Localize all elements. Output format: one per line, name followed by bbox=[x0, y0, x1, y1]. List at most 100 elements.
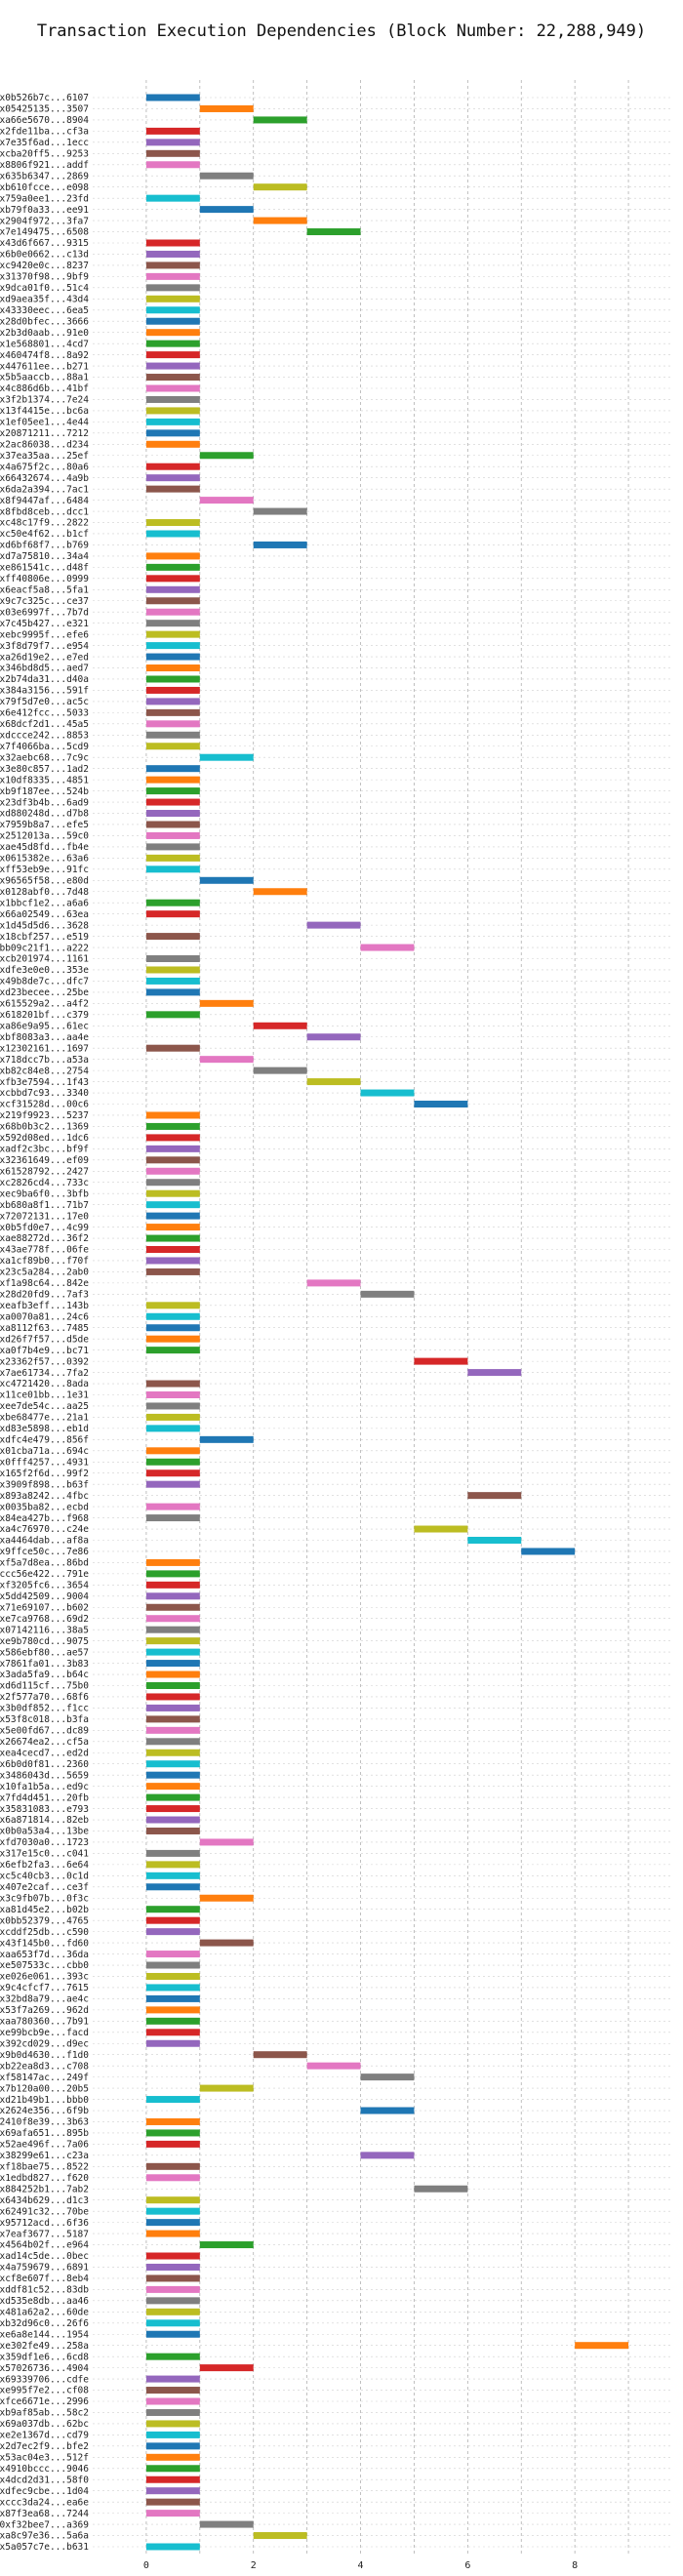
transaction-label: 0xa8c97e36...5a6a bbox=[0, 2531, 89, 2542]
transaction-bar bbox=[145, 585, 200, 593]
transaction-label: 0xadf2c3bc...bf9f bbox=[0, 1145, 89, 1155]
transaction-bar bbox=[145, 2475, 200, 2483]
transaction-bar bbox=[145, 1637, 200, 1645]
transaction-label: 0xb9f187ee...524b bbox=[0, 786, 89, 797]
transaction-label: 0xd26f7f57...d5de bbox=[0, 1334, 89, 1345]
transaction-label: 0x7ae61734...7fa2 bbox=[0, 1368, 89, 1379]
transaction-bar bbox=[145, 407, 200, 415]
transaction-label: 0x0b0a53a4...13be bbox=[0, 1827, 89, 1837]
transaction-label: 0x43f145b0...fd60 bbox=[0, 1938, 89, 1949]
transaction-bar bbox=[414, 1525, 468, 1533]
transaction-bar bbox=[199, 2520, 254, 2528]
transaction-label: 0x2fde11ba...cf3a bbox=[0, 127, 89, 138]
transaction-bar bbox=[145, 2207, 200, 2215]
transaction-label: 0x3c9fb07b...0f3c bbox=[0, 1893, 89, 1904]
transaction-bar bbox=[199, 497, 254, 504]
transaction-label: 0x165f2f6d...99f2 bbox=[0, 1469, 89, 1479]
transaction-bar bbox=[145, 362, 200, 370]
transaction-label: 0x407e2caf...ce3f bbox=[0, 1882, 89, 1893]
transaction-label: 0xcf31528d...00c6 bbox=[0, 1100, 89, 1110]
transaction-bar bbox=[145, 1872, 200, 1879]
transaction-label: 0x72072131...17e0 bbox=[0, 1211, 89, 1222]
transaction-bar bbox=[145, 1928, 200, 1936]
transaction-label: 0xb680a8f1...71b7 bbox=[0, 1200, 89, 1211]
transaction-bar bbox=[145, 1961, 200, 1969]
transaction-label: 0x447611ee...b271 bbox=[0, 361, 89, 372]
transaction-bar bbox=[145, 395, 200, 403]
transaction-label: 0x61528792...2427 bbox=[0, 1166, 89, 1177]
grid-layer bbox=[93, 80, 671, 2555]
transaction-label: 0x2410f8e39...3b63 bbox=[0, 2117, 89, 2128]
transaction-bar bbox=[145, 821, 200, 828]
transaction-bar bbox=[145, 2375, 200, 2383]
transaction-label: 0xe2e1367d...cd79 bbox=[0, 2431, 89, 2441]
transaction-bar bbox=[145, 1201, 200, 1209]
transaction-bar bbox=[145, 653, 200, 661]
transaction-label: 0x317e15c0...c041 bbox=[0, 1849, 89, 1860]
transaction-label: 0xb610fcce...e098 bbox=[0, 182, 89, 193]
transaction-bar bbox=[145, 2498, 200, 2506]
transaction-bar bbox=[145, 1626, 200, 1633]
transaction-label: 0xebc9995f...efe6 bbox=[0, 629, 89, 640]
transaction-bar bbox=[360, 2152, 415, 2159]
transaction-label: 0x759a0ee1...23fd bbox=[0, 193, 89, 204]
transaction-label: 0x1d45d5d6...3628 bbox=[0, 920, 89, 931]
transaction-bar bbox=[145, 1324, 200, 1332]
transaction-bar bbox=[199, 2084, 254, 2092]
transaction-bar bbox=[253, 507, 307, 515]
transaction-bar bbox=[145, 686, 200, 694]
transaction-bar bbox=[145, 1827, 200, 1834]
transaction-label: 0xaa653f7d...36da bbox=[0, 1950, 89, 1960]
transaction-label: 0xe9b780cd...9075 bbox=[0, 1636, 89, 1647]
ticks-layer: 0 2 4 6 8 bbox=[143, 2560, 578, 2571]
transaction-bar bbox=[145, 899, 200, 906]
transaction-label: 0xa0f7b4e9...bc71 bbox=[0, 1346, 89, 1356]
transaction-bar bbox=[145, 1503, 200, 1510]
transaction-bar bbox=[145, 575, 200, 583]
transaction-label: 0x5e00fd67...dc89 bbox=[0, 1726, 89, 1737]
transaction-label: 0xad14c5de...0bec bbox=[0, 2251, 89, 2262]
transaction-label: 0xa86e9a95...61ec bbox=[0, 1021, 89, 1031]
x-tick-label: 6 bbox=[464, 2560, 470, 2571]
transaction-bar bbox=[199, 753, 254, 761]
transaction-bar bbox=[414, 1357, 468, 1365]
transaction-bar bbox=[145, 1212, 200, 1220]
transaction-label: 0xd21b49b1...bbb0 bbox=[0, 2095, 89, 2106]
transaction-bar bbox=[145, 1390, 200, 1398]
x-tick-label: 8 bbox=[572, 2560, 578, 2571]
transaction-bar bbox=[145, 1011, 200, 1019]
transaction-bar bbox=[145, 340, 200, 347]
transaction-label: 0xbb09c21f1...a222 bbox=[0, 943, 89, 953]
x-tick-label: 0 bbox=[143, 2560, 149, 2571]
transaction-label: 0xbe68477e...21a1 bbox=[0, 1413, 89, 1424]
transaction-label: 0xb82c84e8...2754 bbox=[0, 1066, 89, 1076]
transaction-bar bbox=[145, 664, 200, 672]
transaction-label: 0xcddf25db...c590 bbox=[0, 1927, 89, 1938]
transaction-label: 0x32361649...ef09 bbox=[0, 1155, 89, 1166]
transaction-bar bbox=[145, 843, 200, 851]
transaction-bar bbox=[145, 1738, 200, 1746]
transaction-label: 0xf58147ac...249f bbox=[0, 2073, 89, 2083]
transaction-bar bbox=[145, 2129, 200, 2137]
transaction-label: 0xccc3da24...ea6e bbox=[0, 2497, 89, 2508]
transaction-bar bbox=[145, 1224, 200, 1231]
transaction-label: 0x43ae778f...06fe bbox=[0, 1245, 89, 1256]
transaction-label: 0x13f4415e...bc6a bbox=[0, 406, 89, 417]
transaction-label: 0x0035ba82...ecbd bbox=[0, 1502, 89, 1512]
transaction-bar bbox=[253, 1067, 307, 1074]
transaction-bar bbox=[467, 1536, 522, 1544]
transaction-label: 0xbf8083a3...aa4e bbox=[0, 1032, 89, 1043]
transaction-label: 0x10df8335...4851 bbox=[0, 775, 89, 785]
transaction-label: 0x1edbd827...f620 bbox=[0, 2173, 89, 2184]
transaction-label: 0x43330eec...6ea5 bbox=[0, 305, 89, 316]
transaction-label: 0x28d20fd9...7af3 bbox=[0, 1290, 89, 1301]
transaction-bar bbox=[306, 1279, 361, 1287]
transaction-label: 0x68b0b3c2...1369 bbox=[0, 1122, 89, 1133]
transaction-label: 0x23df3b4b...6ad9 bbox=[0, 797, 89, 808]
transaction-bar bbox=[145, 1771, 200, 1779]
transaction-bar bbox=[145, 127, 200, 135]
transaction-label: 0x69afa651...895b bbox=[0, 2128, 89, 2139]
transaction-label: 0xcb201974...1161 bbox=[0, 954, 89, 965]
transaction-bar bbox=[145, 2219, 200, 2227]
transaction-bar bbox=[145, 1380, 200, 1388]
